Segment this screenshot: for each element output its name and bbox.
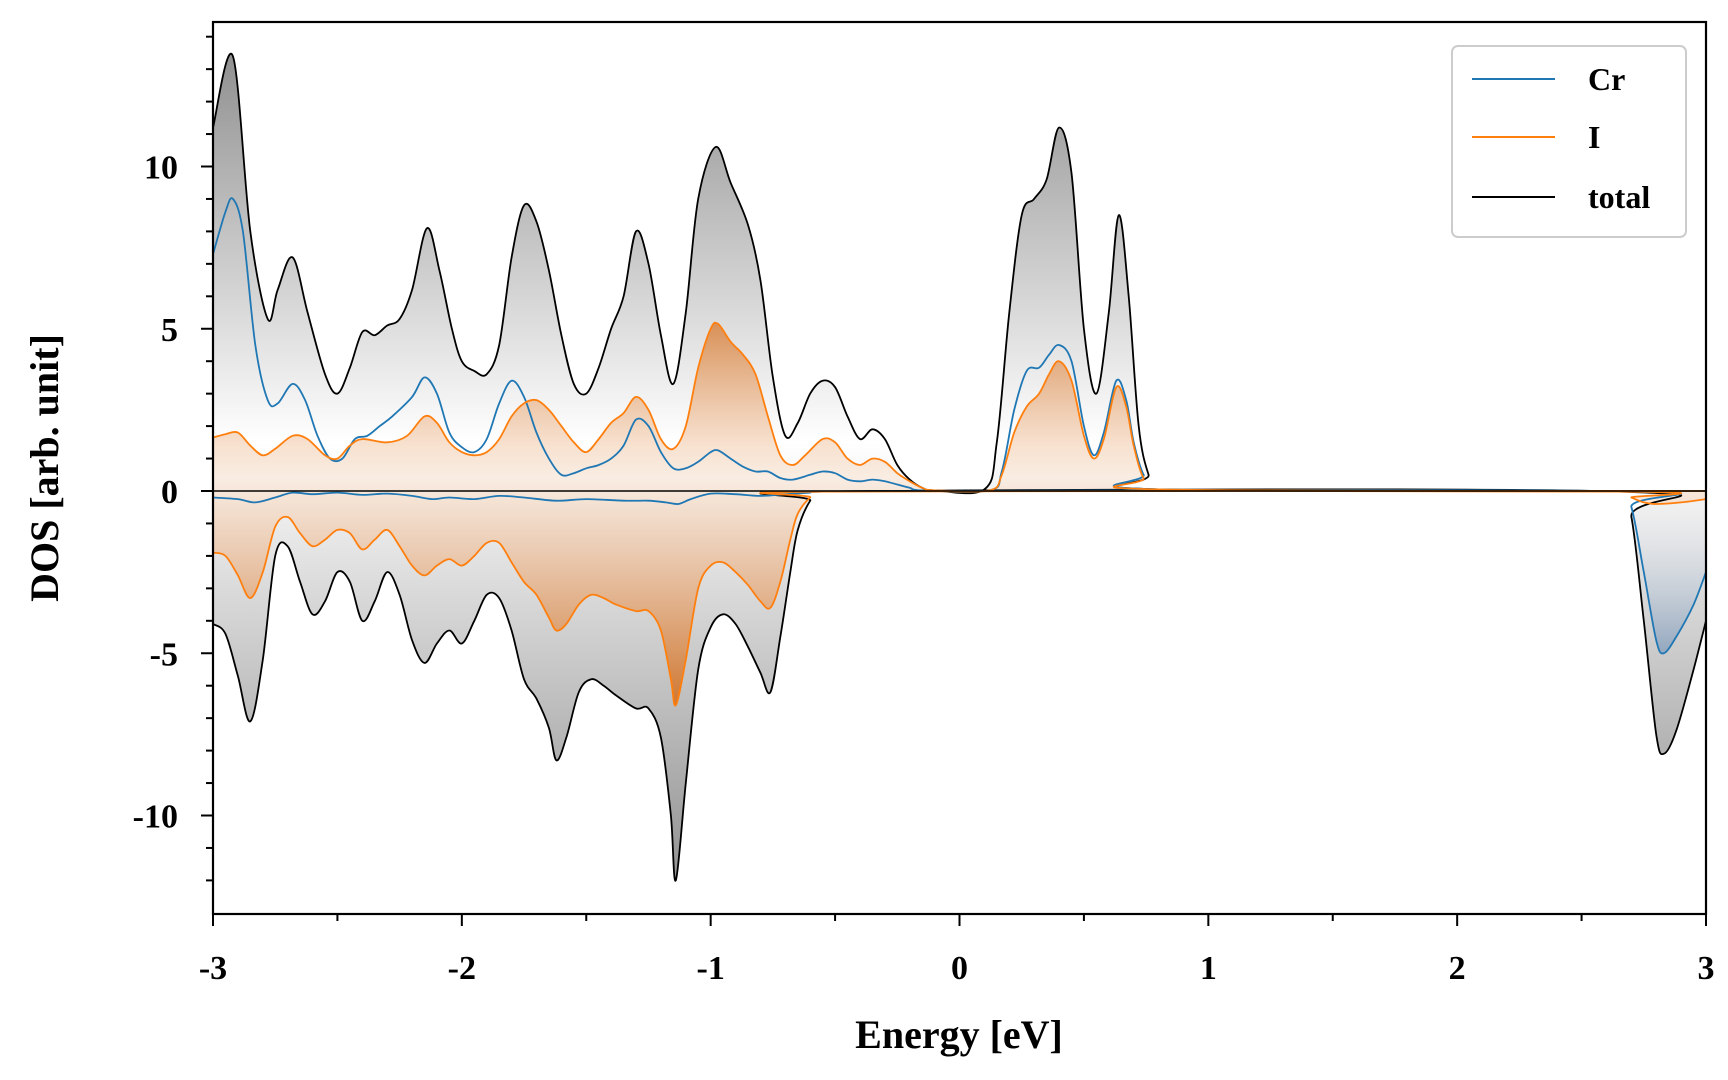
x-tick-label: 2 [1449,950,1466,987]
x-tick-label: 1 [1200,950,1217,987]
dos-fills [213,53,1706,881]
x-tick-label: -3 [199,950,227,987]
legend: Cr I total [1451,45,1687,238]
y-tick-label: -5 [150,636,178,673]
series-line-i-down [213,490,1706,707]
x-tick-label: -2 [448,950,476,987]
series-line-cr-up [213,197,1706,493]
fill-i-down [213,490,1706,706]
legend-box [1451,45,1687,238]
y-axis-label: DOS [arb. unit] [22,334,67,602]
y-tick-label: 10 [144,150,178,187]
y-tick-label: 0 [161,474,178,511]
x-tick-label: 3 [1698,950,1715,987]
x-tick-label: 0 [951,950,968,987]
legend-label-total: total [1588,179,1650,215]
x-tick-label: -1 [697,950,725,987]
fill-i-up [213,322,1706,492]
legend-label-i: I [1588,119,1600,155]
y-tick-label: 5 [161,312,178,349]
y-tick-label: -10 [133,799,178,836]
x-axis-ticks: -3 -2 -1 0 1 2 3 [199,914,1715,987]
y-axis-ticks: 10 5 0 -5 -10 [133,35,213,882]
dos-lines [213,52,1706,882]
series-line-total-up [213,52,1706,495]
x-axis-label: Energy [eV] [855,1012,1063,1057]
series-line-i-up [213,321,1706,493]
legend-label-cr: Cr [1588,61,1625,97]
series-line-cr-down [213,489,1706,655]
